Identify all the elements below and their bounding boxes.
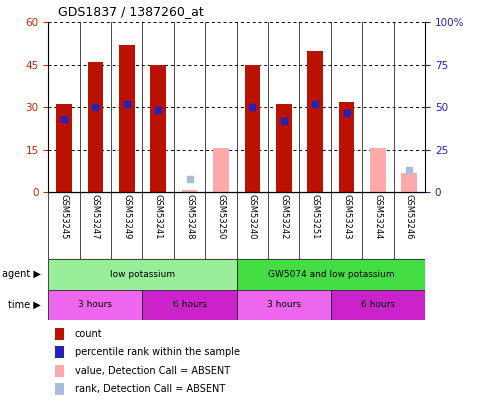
Bar (150, 65, 166, 192)
Text: 3 hours: 3 hours (267, 300, 301, 309)
Bar (213, 149, 229, 192)
Bar (307, 51, 323, 192)
Bar (182, 190, 198, 192)
Text: count: count (75, 329, 102, 339)
Text: GSM53247: GSM53247 (91, 194, 100, 239)
Text: GSM53242: GSM53242 (279, 194, 288, 239)
Bar (48, 290, 142, 320)
Bar (87, 62, 103, 192)
Bar (142, 290, 237, 320)
Bar (119, 45, 135, 192)
Bar (244, 65, 260, 192)
Text: GW5074 and low potassium: GW5074 and low potassium (268, 270, 394, 279)
Bar (237, 290, 331, 320)
Text: GSM53245: GSM53245 (59, 194, 69, 239)
Bar (55, 364, 64, 377)
Text: value, Detection Call = ABSENT: value, Detection Call = ABSENT (75, 366, 230, 376)
Text: percentile rank within the sample: percentile rank within the sample (75, 347, 240, 357)
Bar (401, 173, 417, 192)
Text: GSM53244: GSM53244 (373, 194, 383, 239)
Text: GSM53241: GSM53241 (154, 194, 163, 239)
Bar (370, 149, 386, 192)
Text: GSM53249: GSM53249 (122, 194, 131, 239)
Text: rank, Detection Call = ABSENT: rank, Detection Call = ABSENT (75, 384, 225, 394)
Text: low potassium: low potassium (110, 270, 175, 279)
Bar (55, 383, 64, 395)
Bar (55, 328, 64, 340)
Bar (276, 104, 292, 192)
Text: GSM53240: GSM53240 (248, 194, 257, 239)
Text: GSM53246: GSM53246 (405, 194, 414, 239)
Bar (339, 102, 355, 192)
Text: GSM53243: GSM53243 (342, 194, 351, 239)
Text: GDS1837 / 1387260_at: GDS1837 / 1387260_at (58, 5, 204, 18)
Bar (55, 346, 64, 358)
Text: agent ▶: agent ▶ (2, 269, 41, 279)
Text: GSM53250: GSM53250 (216, 194, 226, 239)
Text: 3 hours: 3 hours (78, 300, 113, 309)
Text: GSM53248: GSM53248 (185, 194, 194, 239)
Text: 6 hours: 6 hours (361, 300, 395, 309)
Bar (331, 290, 425, 320)
Text: 6 hours: 6 hours (172, 300, 207, 309)
Text: time ▶: time ▶ (8, 300, 41, 310)
Bar (48, 259, 237, 290)
Bar (237, 259, 425, 290)
Text: GSM53251: GSM53251 (311, 194, 320, 239)
Bar (56, 104, 72, 192)
